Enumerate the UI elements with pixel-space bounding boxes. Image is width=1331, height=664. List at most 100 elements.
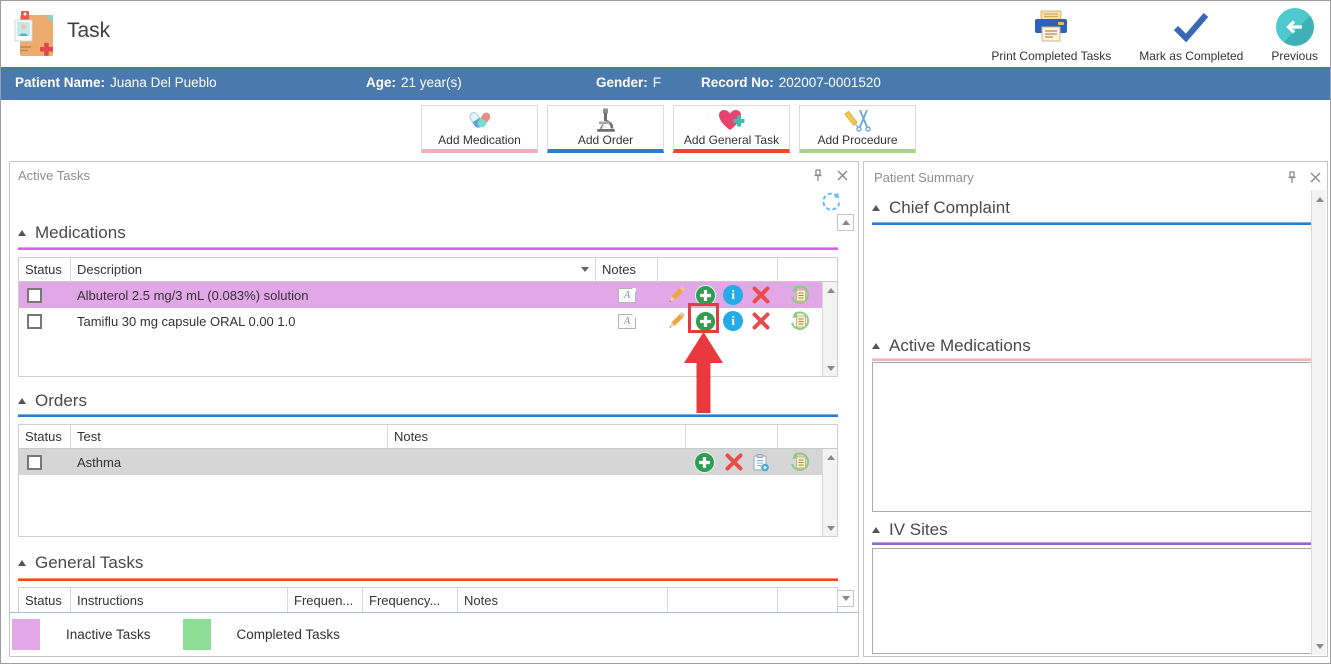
- annotation-highlight-rectangle: [688, 303, 719, 333]
- add-order-button[interactable]: Add Order: [547, 105, 664, 153]
- column-header-test[interactable]: Test: [71, 425, 388, 448]
- status-checkbox[interactable]: [27, 313, 42, 329]
- column-header-notes[interactable]: Notes: [458, 588, 668, 612]
- general-tasks-section-header[interactable]: General Tasks: [18, 553, 143, 573]
- patient-summary-panel: Patient Summary Chief Complaint Active M…: [863, 161, 1328, 657]
- delete-x-icon[interactable]: [724, 452, 744, 472]
- collapse-arrow-icon: [18, 230, 26, 236]
- chief-complaint-section-header[interactable]: Chief Complaint: [872, 198, 1010, 218]
- active-medications-section-header[interactable]: Active Medications: [872, 336, 1031, 356]
- add-general-task-label: Add General Task: [683, 133, 780, 147]
- orders-section-header[interactable]: Orders: [18, 391, 87, 411]
- orders-accent-line: [18, 414, 838, 417]
- iv-sites-section-header[interactable]: IV Sites: [872, 520, 948, 540]
- scroll-down-button[interactable]: [1313, 639, 1326, 653]
- heart-plus-icon: [718, 108, 745, 132]
- status-checkbox[interactable]: [27, 454, 42, 470]
- scroll-up-button[interactable]: [824, 283, 837, 297]
- medication-description: Tamiflu 30 mg capsule ORAL 0.00 1.0: [77, 313, 296, 329]
- medications-table-header: Status Description Notes: [19, 258, 837, 282]
- active-medications-title: Active Medications: [889, 336, 1031, 355]
- edit-pencil-icon[interactable]: [665, 310, 687, 332]
- chief-complaint-content[interactable]: [872, 226, 1312, 338]
- edit-pencil-icon[interactable]: [665, 284, 687, 306]
- completed-tasks-swatch: [182, 619, 211, 650]
- active-medications-accent-line: [872, 358, 1312, 361]
- task-legend: Inactive Tasks Completed Tasks: [10, 612, 858, 656]
- mark-as-completed-label: Mark as Completed: [1139, 49, 1244, 63]
- delete-x-icon[interactable]: [751, 285, 771, 305]
- add-plus-icon[interactable]: [694, 284, 716, 306]
- scroll-up-button[interactable]: [824, 450, 837, 464]
- close-icon[interactable]: [834, 167, 850, 183]
- add-plus-icon[interactable]: [694, 451, 716, 473]
- column-header-status[interactable]: Status: [19, 425, 71, 448]
- add-order-label: Add Order: [577, 133, 634, 147]
- pin-icon[interactable]: [810, 167, 826, 183]
- scroll-up-button[interactable]: [1313, 192, 1326, 206]
- pin-icon[interactable]: [1284, 169, 1300, 185]
- completed-tasks-label: Completed Tasks: [236, 627, 340, 642]
- orders-table-scrollbar[interactable]: [822, 449, 837, 536]
- scroll-down-button[interactable]: [837, 590, 854, 607]
- checkmark-icon: [1171, 8, 1211, 46]
- column-header-status[interactable]: Status: [19, 588, 71, 612]
- column-header-actions: [668, 588, 778, 612]
- previous-label: Previous: [1271, 49, 1318, 63]
- history-icon[interactable]: [789, 451, 811, 473]
- column-header-frequency2[interactable]: Frequency...: [363, 588, 458, 612]
- header-actions: Print Completed Tasks Mark as Completed: [991, 8, 1318, 63]
- pills-icon: [466, 108, 494, 132]
- scroll-up-button[interactable]: [837, 214, 854, 231]
- medications-section-header[interactable]: Medications: [18, 223, 126, 243]
- medications-table: Status Description Notes Albuterol 2.5 m…: [18, 257, 838, 377]
- inactive-tasks-label: Inactive Tasks: [66, 627, 151, 642]
- scroll-down-button[interactable]: [824, 361, 837, 375]
- scroll-down-button[interactable]: [824, 521, 837, 535]
- collapse-arrow-icon: [872, 343, 880, 349]
- page-title: Task: [67, 19, 111, 42]
- patient-summary-scrollbar[interactable]: [1311, 190, 1326, 655]
- column-header-notes[interactable]: Notes: [388, 425, 686, 448]
- patient-gender: Gender: F: [596, 75, 662, 90]
- patient-name: Patient Name: Juana Del Pueblo: [15, 75, 217, 90]
- refresh-icon[interactable]: [820, 190, 843, 218]
- patient-info-bar: Patient Name: Juana Del Pueblo Age: 21 yea…: [1, 67, 1330, 100]
- column-header-notes[interactable]: Notes: [596, 258, 658, 281]
- add-medication-button[interactable]: Add Medication: [421, 105, 538, 153]
- clipboard-add-icon[interactable]: [752, 453, 770, 472]
- active-medications-content[interactable]: [872, 362, 1312, 512]
- column-header-actions: [658, 258, 778, 281]
- medications-table-scrollbar[interactable]: [822, 282, 837, 376]
- sort-dropdown-icon[interactable]: [581, 267, 589, 272]
- history-icon[interactable]: [789, 310, 811, 332]
- table-row-asthma[interactable]: Asthma: [19, 449, 837, 475]
- print-completed-tasks-button[interactable]: Print Completed Tasks: [991, 8, 1111, 63]
- orders-table: Status Test Notes Asthma: [18, 424, 838, 537]
- column-header-instructions[interactable]: Instructions: [71, 588, 288, 612]
- table-row-tamiflu[interactable]: Tamiflu 30 mg capsule ORAL 0.00 1.0 i: [19, 308, 837, 334]
- previous-button[interactable]: Previous: [1271, 8, 1318, 63]
- annotation-arrow-icon: [682, 332, 725, 419]
- medications-accent-line: [18, 247, 838, 250]
- notes-icon[interactable]: [618, 287, 636, 303]
- status-checkbox[interactable]: [27, 287, 42, 303]
- info-icon[interactable]: i: [723, 311, 744, 331]
- chief-complaint-title: Chief Complaint: [889, 198, 1010, 217]
- column-header-frequency1[interactable]: Frequen...: [288, 588, 363, 612]
- mark-as-completed-button[interactable]: Mark as Completed: [1139, 8, 1243, 63]
- top-header: Task Print Completed Tasks: [1, 1, 1330, 67]
- delete-x-icon[interactable]: [751, 311, 771, 331]
- info-icon[interactable]: i: [723, 285, 744, 305]
- add-procedure-button[interactable]: Add Procedure: [799, 105, 916, 153]
- history-icon[interactable]: [789, 284, 811, 306]
- column-header-description[interactable]: Description: [71, 258, 596, 281]
- order-test: Asthma: [77, 454, 122, 470]
- collapse-arrow-icon: [18, 560, 26, 566]
- add-general-task-button[interactable]: Add General Task: [673, 105, 790, 153]
- column-header-status[interactable]: Status: [19, 258, 71, 281]
- iv-sites-content[interactable]: [872, 548, 1312, 654]
- close-icon[interactable]: [1307, 169, 1323, 185]
- notes-icon[interactable]: [618, 313, 636, 329]
